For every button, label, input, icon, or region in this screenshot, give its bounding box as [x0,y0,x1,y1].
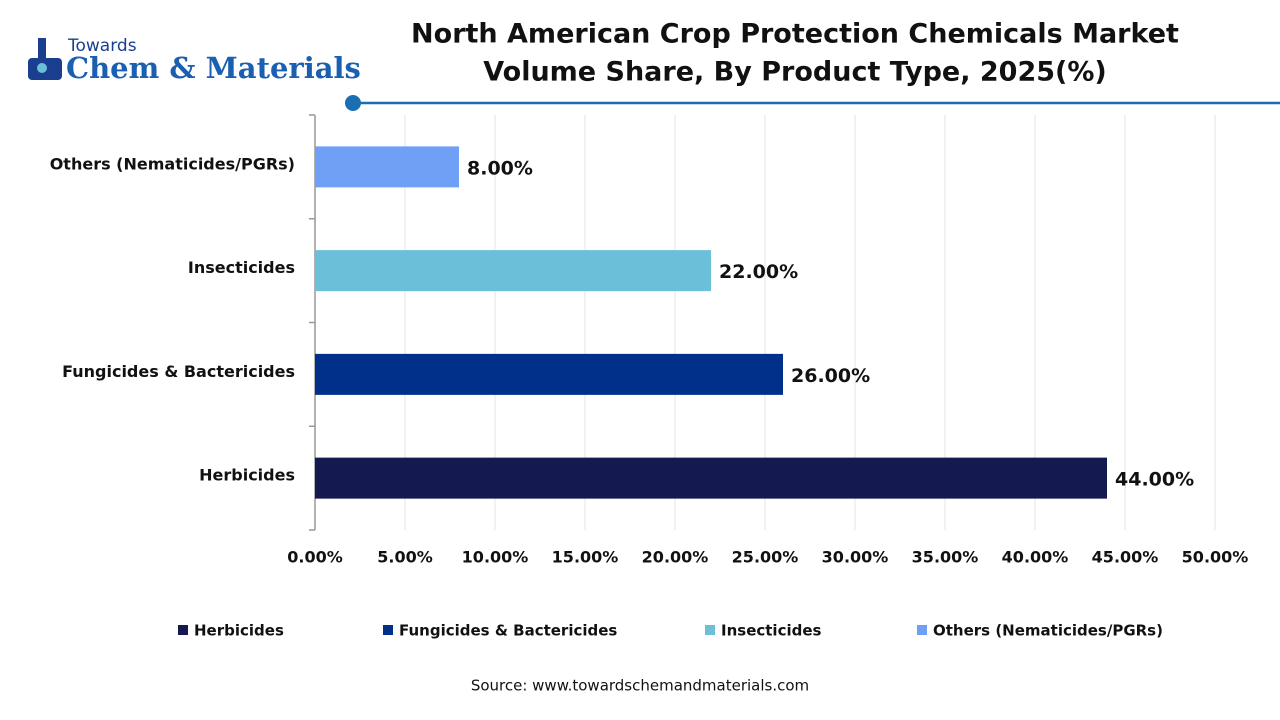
legend-swatch [383,625,393,635]
source: Source: www.towardschemandmaterials.com [471,677,809,695]
bar [315,146,459,188]
chart-title: North American Crop Protection Chemicals… [411,19,1179,50]
legend-label: Fungicides & Bactericides [399,622,617,640]
bar [315,250,711,292]
logo-main: Chem & Materials [66,51,361,85]
data-label: 26.00% [791,365,870,387]
bar [315,353,783,395]
x-tick-label: 30.00% [822,548,889,567]
x-tick-label: 45.00% [1092,548,1159,567]
x-tick-label: 40.00% [1002,548,1069,567]
y-tick-label: Others (Nematicides/PGRs) [50,154,295,173]
legend-label: Insecticides [721,622,822,640]
x-tick-label: 0.00% [287,548,343,567]
x-tick-label: 25.00% [732,548,799,567]
legend-swatch [917,625,927,635]
logo-top: Towards [67,36,137,56]
y-tick-label: Herbicides [199,466,295,485]
bar [315,457,1107,499]
logo-icon [38,38,46,60]
x-tick-label: 5.00% [377,548,433,567]
legend-swatch [178,625,188,635]
data-label: 8.00% [467,157,533,179]
title-rule-dot [345,95,361,111]
data-label: 44.00% [1115,469,1194,491]
legend-label: Others (Nematicides/PGRs) [933,622,1163,640]
legend-swatch [705,625,715,635]
legend-label: Herbicides [194,622,284,640]
plot-area: 0.00% 5.00% 10.00% 15.00% 20.00% 25.00% 30.00%… [50,114,1249,640]
x-tick-label: 35.00% [912,548,979,567]
data-label: 22.00% [719,261,798,283]
x-tick-label: 50.00% [1182,548,1249,567]
x-tick-label: 15.00% [552,548,619,567]
logo: Towards Chem & Materials [28,36,361,85]
x-tick-label: 10.00% [462,548,529,567]
logo-icon [37,63,47,73]
chart-title: Volume Share, By Product Type, 2025(%) [483,57,1107,88]
x-tick-label: 20.00% [642,548,709,567]
y-tick-label: Insecticides [188,258,295,277]
y-tick-label: Fungicides & Bactericides [62,362,295,381]
